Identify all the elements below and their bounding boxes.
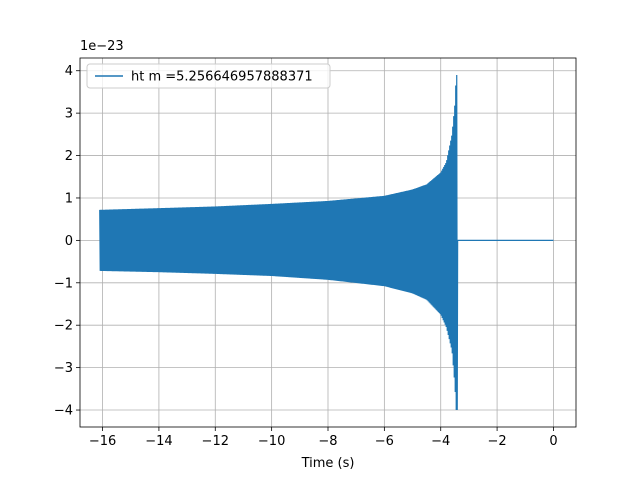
y-tick-label: −3 (54, 361, 73, 376)
y-tick-label: 4 (65, 64, 73, 79)
x-tick-label: −16 (89, 434, 116, 449)
series-layer (99, 74, 554, 411)
series-line (99, 74, 554, 411)
x-tick-label: −8 (318, 434, 337, 449)
legend-label: ht m =5.256646957888371 (131, 70, 313, 85)
x-tick-label: 0 (549, 434, 557, 449)
x-tick-label: −10 (258, 434, 285, 449)
y-tick-label: −2 (54, 319, 73, 334)
x-axis-label: Time (s) (301, 456, 355, 471)
y-tick-label: 0 (65, 234, 73, 249)
legend: ht m =5.256646957888371 (86, 63, 331, 89)
x-tick-label: −12 (202, 434, 229, 449)
y-tick-label: −1 (54, 276, 73, 291)
y-tick-label: 2 (65, 149, 73, 164)
x-tick-label: −14 (145, 434, 172, 449)
y-tick-label: 1 (65, 191, 73, 206)
legend-box (86, 63, 331, 89)
y-tick-label: 3 (65, 107, 73, 122)
y-tick-label: −4 (54, 404, 73, 419)
x-tick-label: −2 (488, 434, 507, 449)
y-scale-label: 1e−23 (80, 39, 124, 54)
x-tick-label: −6 (375, 434, 394, 449)
x-tick-label: −4 (431, 434, 450, 449)
